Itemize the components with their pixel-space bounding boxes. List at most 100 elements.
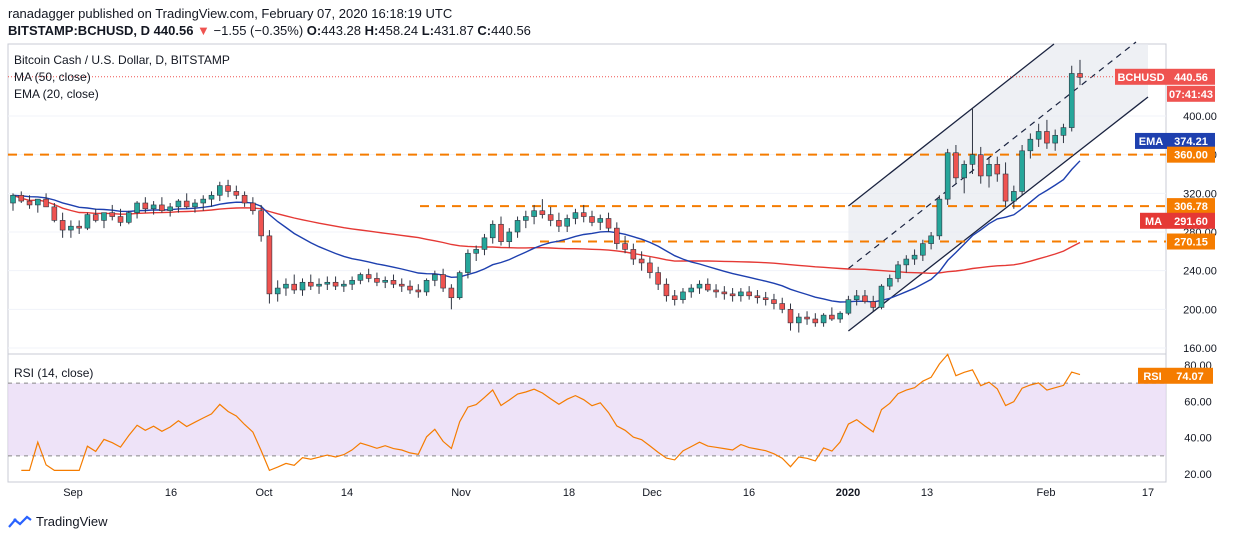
candle-body — [754, 295, 761, 299]
candle-body — [307, 281, 314, 287]
candle-body — [862, 295, 868, 302]
time-tick-label: Feb — [1037, 487, 1056, 499]
candle-body — [1027, 138, 1034, 152]
candle-body — [622, 243, 628, 250]
candle-body — [357, 274, 364, 281]
candle-body — [837, 312, 843, 320]
ema-20-path — [12, 160, 1081, 303]
candle-body — [217, 185, 223, 196]
candle-body — [969, 154, 976, 165]
candle-body — [150, 204, 157, 210]
ma-50-path — [12, 194, 1081, 275]
channel-upper — [848, 43, 1055, 207]
candle-body — [398, 283, 405, 287]
candle-body — [944, 152, 951, 200]
candle-body — [250, 202, 256, 212]
candle-body — [283, 283, 289, 289]
rsi-path — [21, 353, 1081, 472]
legend-ma: MA (50, close) — [14, 70, 91, 84]
level-360-badge: 360.00 — [1174, 150, 1208, 162]
ema-line — [12, 160, 1081, 303]
price-tick-label: 320.00 — [1183, 188, 1217, 200]
candle-body — [547, 214, 554, 221]
candle-body — [159, 204, 165, 212]
rsi-tick-label: 40.00 — [1184, 433, 1212, 445]
candle-body — [1002, 173, 1009, 202]
symbol-badge-bg — [1115, 68, 1167, 85]
trend-channel — [848, 41, 1149, 332]
candle-body — [812, 318, 819, 324]
candle-body — [572, 212, 579, 219]
candle-body — [1060, 127, 1067, 136]
level-360-badge-bg — [1167, 146, 1215, 163]
time-tick-label: 16 — [743, 487, 755, 499]
candle-body — [870, 301, 876, 308]
change-arrow: ▼ — [197, 23, 210, 38]
candle-body — [1044, 131, 1050, 144]
candle-body — [92, 214, 99, 221]
candle-body — [200, 198, 207, 204]
candle-body — [556, 220, 562, 227]
candle-body — [68, 225, 74, 231]
candle-body — [853, 295, 860, 300]
candle-body — [415, 289, 422, 293]
candle-body — [713, 289, 719, 293]
tradingview-logo[interactable]: TradingView — [8, 514, 108, 529]
level-306-badge-bg — [1167, 198, 1215, 215]
candle-body — [84, 214, 91, 229]
candle-body — [886, 278, 893, 287]
candle-body — [1019, 150, 1025, 192]
candle-body — [936, 198, 943, 237]
candle-body — [1068, 73, 1075, 128]
candle-body — [1011, 191, 1017, 202]
candle-body — [738, 291, 744, 297]
candle-body — [241, 194, 248, 204]
time-tick-label: 2020 — [836, 487, 860, 499]
candle-body — [771, 299, 777, 304]
candle-body — [59, 220, 66, 231]
candle-body — [580, 212, 587, 217]
time-tick-label: 18 — [563, 487, 575, 499]
candle-body — [142, 202, 149, 210]
price-badge: 440.56 — [1174, 72, 1208, 84]
candle-body — [134, 202, 140, 213]
candle-body — [589, 216, 595, 223]
ema-badge-label: EMA — [1139, 136, 1164, 148]
ema-badge-label-bg — [1135, 132, 1167, 149]
candle-body — [829, 314, 835, 320]
countdown-badge: 07:41:43 — [1169, 89, 1213, 101]
candle-body — [43, 198, 49, 208]
brand-name: TradingView — [36, 514, 108, 529]
candle-body — [605, 218, 612, 229]
ma-line — [12, 194, 1081, 275]
grid — [8, 115, 1166, 457]
price-tick-label: 240.00 — [1183, 266, 1217, 278]
candle-body — [746, 291, 752, 297]
candle-body — [390, 280, 397, 285]
candle-body — [258, 210, 264, 237]
rsi-badge-value-bg — [1167, 367, 1213, 384]
candle-body — [423, 280, 430, 293]
candle-body — [299, 281, 306, 291]
candle-body — [117, 216, 124, 223]
candle-body — [804, 316, 810, 320]
candle-body — [167, 206, 173, 212]
candle-body — [489, 223, 496, 239]
candle-body — [688, 287, 695, 293]
candle-body — [638, 258, 645, 264]
candle-body — [1052, 135, 1058, 144]
candle-body — [994, 164, 1001, 175]
rsi-line — [21, 353, 1081, 472]
publisher-line: ranadagger published on TradingView.com,… — [8, 6, 453, 21]
price-tick-label: 200.00 — [1183, 304, 1217, 316]
candle-body — [729, 293, 736, 297]
channel-fill — [848, 44, 1148, 331]
candle-body — [432, 274, 438, 281]
rsi-badge-label: RSI — [1143, 371, 1161, 383]
candle-body — [332, 281, 339, 287]
candle-body — [481, 237, 488, 250]
candle-body — [514, 220, 521, 233]
candle-body — [878, 285, 885, 308]
price-tick-label: 400.00 — [1183, 111, 1217, 123]
